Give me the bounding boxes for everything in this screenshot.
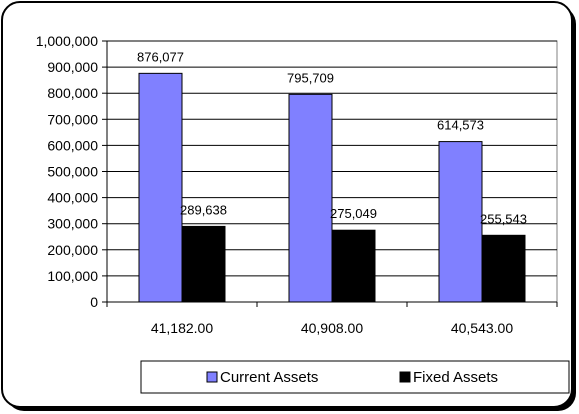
bar-fixed-assets xyxy=(331,229,376,303)
data-label: 255,543 xyxy=(480,211,527,226)
x-category-label: 40,543.00 xyxy=(451,320,513,336)
y-tick-label: 400,000 xyxy=(47,190,98,206)
y-tick-label: 200,000 xyxy=(47,242,98,258)
legend: Current Assets Fixed Assets xyxy=(140,360,570,394)
data-labels: 876,077 289,638 795,709 275,049 614,573 255,5… xyxy=(137,49,527,226)
data-label: 289,638 xyxy=(180,202,227,217)
bar-fixed-assets xyxy=(181,225,226,303)
y-tick-label: 800,000 xyxy=(47,85,98,101)
y-tick-label: 0 xyxy=(90,294,98,310)
data-label: 614,573 xyxy=(437,118,484,133)
legend-label-current-assets: Current Assets xyxy=(220,369,318,386)
data-label: 275,049 xyxy=(330,206,377,221)
legend-label-fixed-assets: Fixed Assets xyxy=(413,369,498,386)
y-tick-label: 300,000 xyxy=(47,216,98,232)
y-tick-label: 900,000 xyxy=(47,59,98,75)
bar-current-assets xyxy=(138,72,183,303)
bar-fixed-assets xyxy=(481,234,526,303)
legend-box xyxy=(140,360,570,394)
data-label: 876,077 xyxy=(137,49,184,64)
legend-swatch-current-assets xyxy=(206,371,218,383)
data-label: 795,709 xyxy=(287,70,334,85)
x-axis-category-labels: 41,182.00 40,908.00 40,543.00 xyxy=(151,320,513,336)
y-axis-tick-labels: 0 100,000 200,000 300,000 400,000 500,000 600,… xyxy=(36,33,99,310)
legend-swatch-fixed-assets xyxy=(399,371,411,383)
bars xyxy=(138,72,526,303)
bar-current-assets xyxy=(438,141,483,303)
x-category-label: 41,182.00 xyxy=(151,320,213,336)
y-tick-label: 600,000 xyxy=(47,137,98,153)
y-tick-label: 100,000 xyxy=(47,268,98,284)
bar-current-assets xyxy=(288,93,333,303)
y-tick-label: 1,000,000 xyxy=(36,33,98,49)
y-tick-label: 700,000 xyxy=(47,111,98,127)
y-tick-label: 500,000 xyxy=(47,164,98,180)
x-category-label: 40,908.00 xyxy=(301,320,363,336)
